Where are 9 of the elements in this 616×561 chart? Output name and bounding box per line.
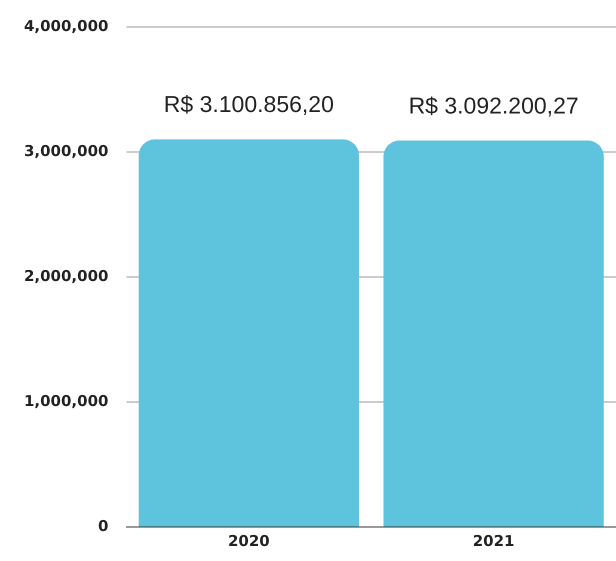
y-tick-label: 4,000,000 [24, 16, 108, 35]
y-tick-label: 1,000,000 [24, 392, 108, 410]
data-label: R$ 3.100.856,20 [164, 91, 334, 118]
x-tick-label: 2020 [228, 532, 270, 550]
y-tick-label: 3,000,000 [24, 142, 108, 160]
y-tick-label: 2,000,000 [24, 266, 108, 285]
x-tick-label: 2021 [472, 532, 514, 550]
data-label: R$ 3.092.200,27 [408, 92, 579, 118]
y-tick-label: 0 [98, 516, 108, 535]
